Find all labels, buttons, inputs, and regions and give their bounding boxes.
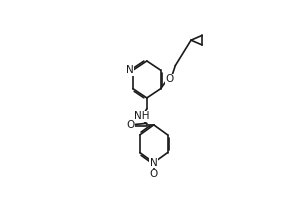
Text: NH: NH xyxy=(134,111,149,121)
Text: N: N xyxy=(126,65,134,75)
Text: O: O xyxy=(165,74,173,84)
Text: N: N xyxy=(150,158,158,168)
Text: O: O xyxy=(150,169,158,179)
Text: O: O xyxy=(127,120,135,130)
